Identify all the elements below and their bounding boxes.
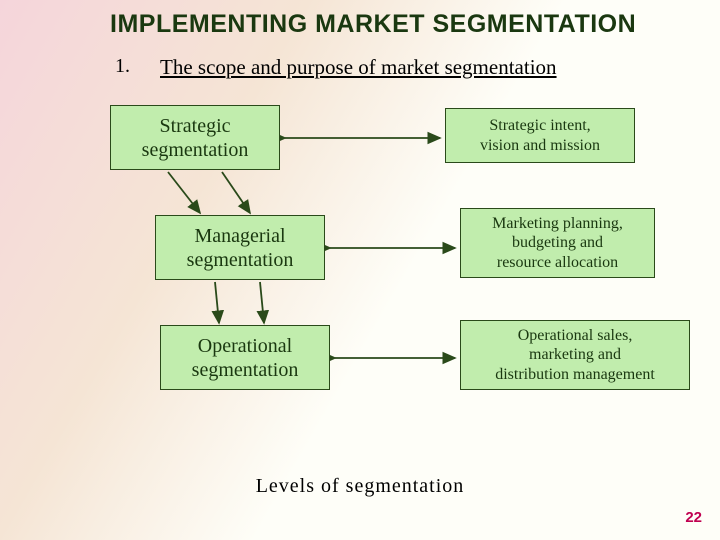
left-box-line1: Operational	[198, 334, 292, 358]
right-box-line: marketing and	[529, 345, 621, 364]
right-box-line: budgeting and	[512, 233, 603, 252]
right-box-line: Strategic intent,	[489, 116, 590, 135]
slide-title: IMPLEMENTING MARKET SEGMENTATION	[110, 10, 636, 39]
right-box-1: Marketing planning,budgeting andresource…	[460, 208, 655, 278]
left-box-0: Strategicsegmentation	[110, 105, 280, 170]
left-box-line1: Strategic	[159, 114, 230, 138]
right-box-line: resource allocation	[497, 253, 618, 272]
right-box-2: Operational sales,marketing anddistribut…	[460, 320, 690, 390]
left-box-2: Operationalsegmentation	[160, 325, 330, 390]
left-box-line2: segmentation	[192, 358, 299, 382]
v-arrow-2	[215, 282, 219, 323]
left-box-line1: Managerial	[194, 224, 285, 248]
subtitle-text: The scope and purpose of market segmenta…	[160, 55, 557, 80]
left-box-line2: segmentation	[142, 138, 249, 162]
subtitle-number: 1.	[115, 55, 130, 78]
caption: Levels of segmentation	[0, 475, 720, 498]
v-arrow-0	[168, 172, 200, 213]
slide: IMPLEMENTING MARKET SEGMENTATION 1. The …	[0, 0, 720, 540]
v-arrow-3	[260, 282, 264, 323]
left-box-line2: segmentation	[187, 248, 294, 272]
left-box-1: Managerialsegmentation	[155, 215, 325, 280]
page-number: 22	[685, 509, 702, 526]
right-box-0: Strategic intent,vision and mission	[445, 108, 635, 163]
right-box-line: vision and mission	[480, 136, 600, 155]
v-arrow-1	[222, 172, 250, 213]
right-box-line: distribution management	[495, 365, 655, 384]
right-box-line: Operational sales,	[518, 326, 633, 345]
right-box-line: Marketing planning,	[492, 214, 623, 233]
